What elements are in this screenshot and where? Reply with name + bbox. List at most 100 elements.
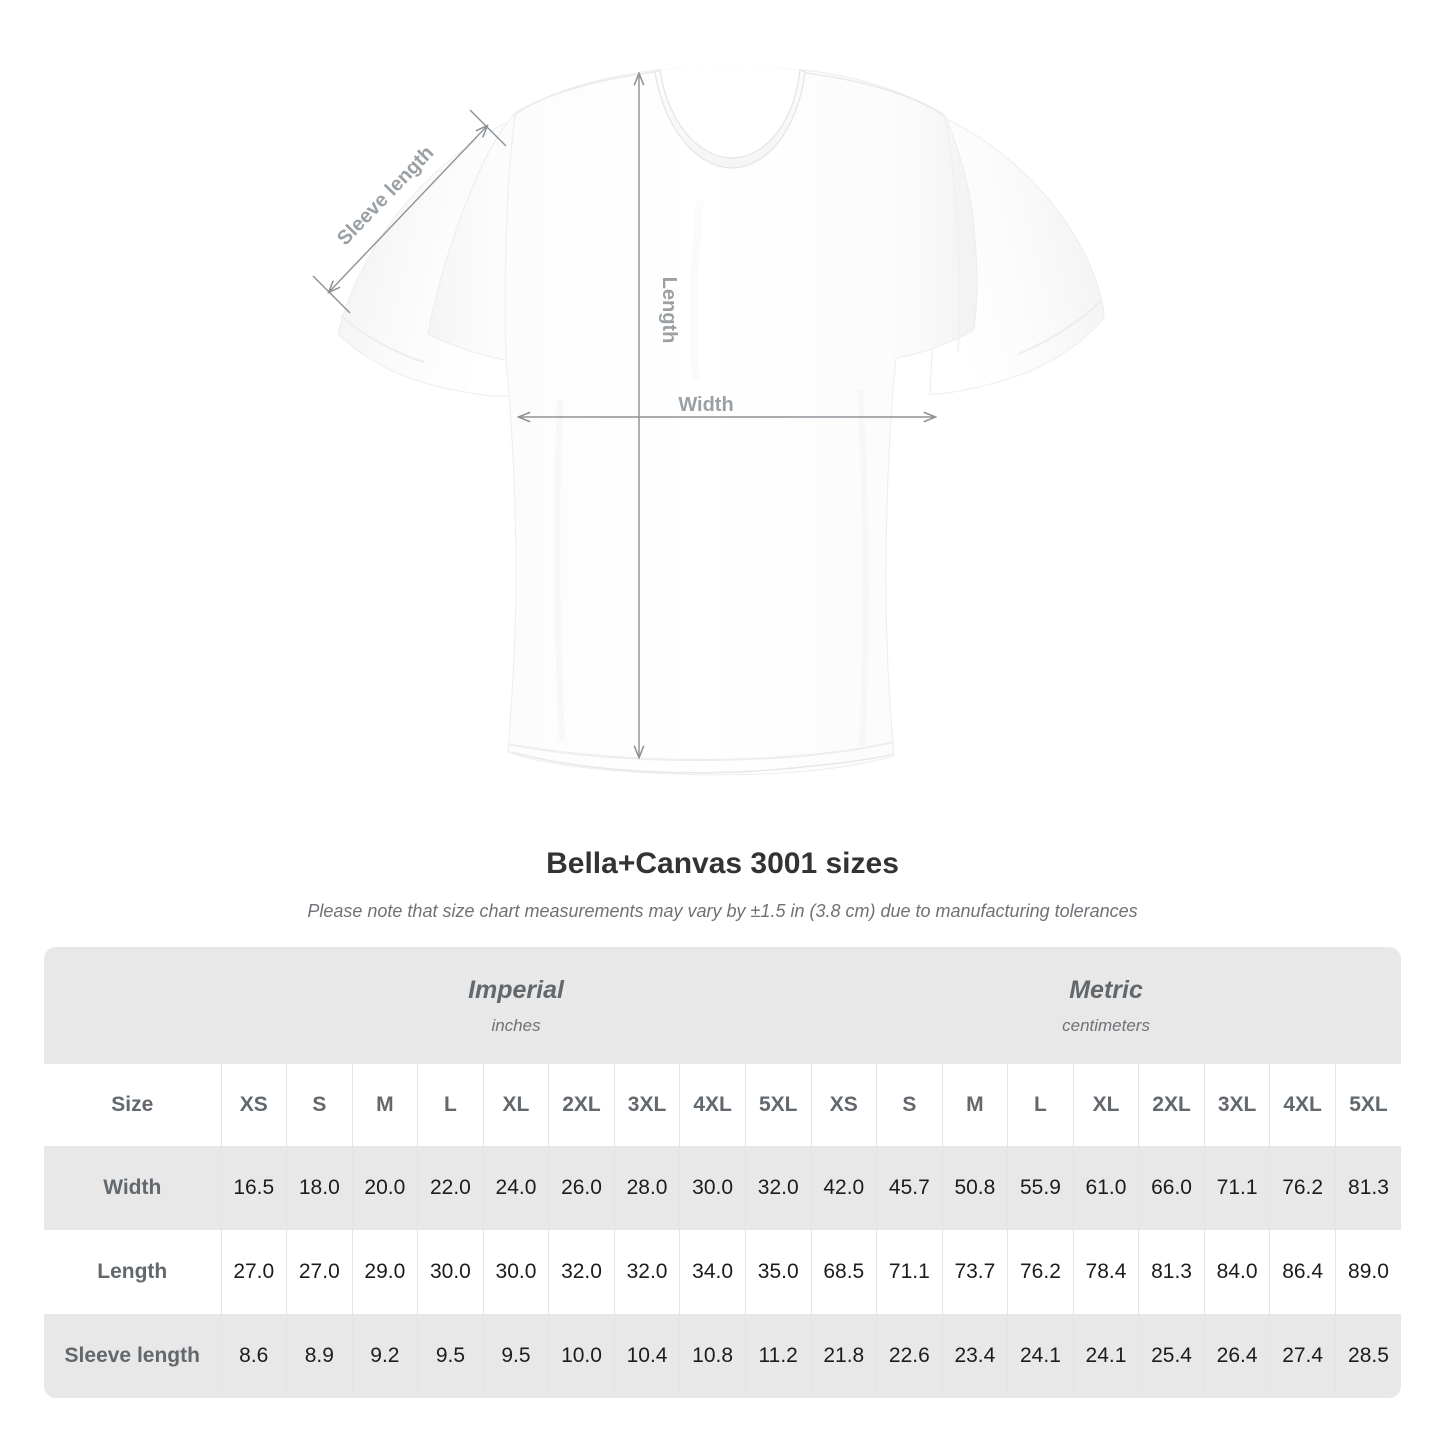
table-cell: 73.7 (941, 1230, 1008, 1314)
table-cell: 24.1 (1072, 1314, 1139, 1398)
size-col-header: L (417, 1064, 484, 1146)
size-col-header-text: 5XL (758, 1093, 798, 1116)
row-label: Length (97, 1260, 168, 1283)
fabric-fold-2 (857, 389, 869, 747)
table-cell: 28.0 (613, 1146, 680, 1230)
cell-value: 18.0 (298, 1176, 340, 1199)
table-cell: 30.0 (482, 1230, 549, 1314)
size-col-header-text: XL (502, 1093, 530, 1116)
cell-value: 24.0 (495, 1176, 537, 1199)
cell-value: 73.7 (954, 1260, 996, 1283)
size-header-label-cell: Size (44, 1064, 221, 1146)
table-cell: 66.0 (1138, 1146, 1205, 1230)
table-cell: 9.5 (417, 1314, 484, 1398)
size-col-header-text: 3XL (1217, 1093, 1257, 1116)
sleeve-length-arrow (329, 126, 487, 292)
tshirt-illustration: Sleeve length Length Width (312, 67, 1105, 776)
table-cell: 10.8 (679, 1314, 746, 1398)
cell-value: 34.0 (692, 1260, 734, 1283)
width-label: Width (678, 394, 733, 416)
size-col-header: S (286, 1064, 353, 1146)
unit-cell-metric: Metric centimeters (811, 947, 1402, 1064)
cell-value: 35.0 (757, 1260, 799, 1283)
table-cell: 21.8 (810, 1314, 877, 1398)
cell-value: 68.5 (823, 1260, 865, 1283)
unit-sub-metric: centimeters (1062, 1015, 1150, 1035)
table-cell: 81.3 (1138, 1230, 1205, 1314)
collar-rib (654, 69, 806, 169)
table-cell: 81.3 (1334, 1146, 1402, 1230)
table-cell: 89.0 (1334, 1230, 1402, 1314)
cell-value: 42.0 (823, 1176, 865, 1199)
table-cell: 34.0 (679, 1230, 746, 1314)
table-cell: 61.0 (1072, 1146, 1139, 1230)
cell-value: 32.0 (626, 1260, 668, 1283)
size-col-header-text: 4XL (693, 1093, 732, 1116)
table-cell: 16.5 (220, 1146, 287, 1230)
size-col-header: 2XL (1138, 1064, 1205, 1146)
size-col-header: XS (220, 1064, 287, 1146)
size-col-header-text: XS (239, 1093, 268, 1116)
left-armhole-seam (504, 111, 517, 361)
unit-sub-imperial: inches (491, 1015, 541, 1035)
table-cell: 10.0 (548, 1314, 615, 1398)
table-cell: 28.5 (1334, 1314, 1402, 1398)
cell-value: 8.6 (239, 1344, 269, 1367)
cell-value: 78.4 (1085, 1260, 1127, 1283)
table-cell: 78.4 (1072, 1230, 1139, 1314)
cell-value: 71.1 (1216, 1176, 1258, 1199)
cell-value: 30.0 (429, 1260, 471, 1283)
cell-value: 29.0 (364, 1260, 406, 1283)
length-label: Length (658, 277, 680, 344)
table-cell: 27.0 (286, 1230, 353, 1314)
table-cell: 30.0 (417, 1230, 484, 1314)
table-cell: 22.6 (876, 1314, 943, 1398)
table-cell: 42.0 (810, 1146, 877, 1230)
size-col-header-text: L (1034, 1093, 1047, 1116)
table-cell: 71.1 (876, 1230, 943, 1314)
table-cell: 26.0 (548, 1146, 615, 1230)
table-row: Width 16.5 18.0 20.0 22.0 24.0 26.0 28.0… (44, 1146, 1402, 1230)
sleeve-tick-upper (469, 109, 507, 147)
table-cell: 35.0 (744, 1230, 812, 1314)
cell-value: 32.0 (561, 1260, 602, 1283)
cell-value: 66.0 (1151, 1176, 1192, 1199)
cell-value: 76.2 (1282, 1176, 1324, 1199)
size-col-header: 5XL (1334, 1064, 1402, 1146)
size-col-header-text: 2XL (1152, 1093, 1191, 1116)
cell-value: 22.6 (888, 1344, 930, 1367)
table-cell: 9.5 (482, 1314, 549, 1398)
size-col-header: 4XL (1269, 1064, 1336, 1146)
size-col-header-text: 4XL (1283, 1093, 1322, 1116)
table-cell: 23.4 (941, 1314, 1008, 1398)
size-col-header: XS (810, 1064, 877, 1146)
left-sleeve-cuff (340, 315, 425, 363)
size-col-header: XL (482, 1064, 549, 1146)
table-cell: 25.4 (1138, 1314, 1205, 1398)
heading-block: Bella+Canvas 3001 sizes Please note that… (0, 845, 1445, 923)
size-col-header-text: S (902, 1093, 917, 1116)
size-col-header-text: XS (829, 1093, 858, 1116)
table-cell: 22.0 (417, 1146, 484, 1230)
cell-value: 26.0 (561, 1176, 602, 1199)
table-cell: 8.9 (286, 1314, 353, 1398)
cell-value: 28.0 (626, 1176, 668, 1199)
size-col-header: M (351, 1064, 418, 1146)
right-armhole-seam (943, 113, 961, 353)
cell-value: 84.0 (1216, 1260, 1258, 1283)
table-cell: 32.0 (548, 1230, 615, 1314)
table-cell: 27.0 (220, 1230, 287, 1314)
size-col-header: 3XL (1203, 1064, 1270, 1146)
size-col-header-text: XL (1092, 1093, 1120, 1116)
size-col-header: 4XL (679, 1064, 746, 1146)
size-col-header: 3XL (613, 1064, 680, 1146)
fabric-fold-1 (554, 399, 565, 741)
cell-value: 9.5 (435, 1344, 466, 1367)
table-cell: 86.4 (1269, 1230, 1336, 1314)
size-col-header-text: 5XL (1349, 1093, 1388, 1116)
table-cell: 50.8 (941, 1146, 1008, 1230)
table-cell: 32.0 (613, 1230, 680, 1314)
table-cell: 26.4 (1203, 1314, 1270, 1398)
size-col-header: L (1007, 1064, 1074, 1146)
bottom-hem (507, 740, 895, 762)
